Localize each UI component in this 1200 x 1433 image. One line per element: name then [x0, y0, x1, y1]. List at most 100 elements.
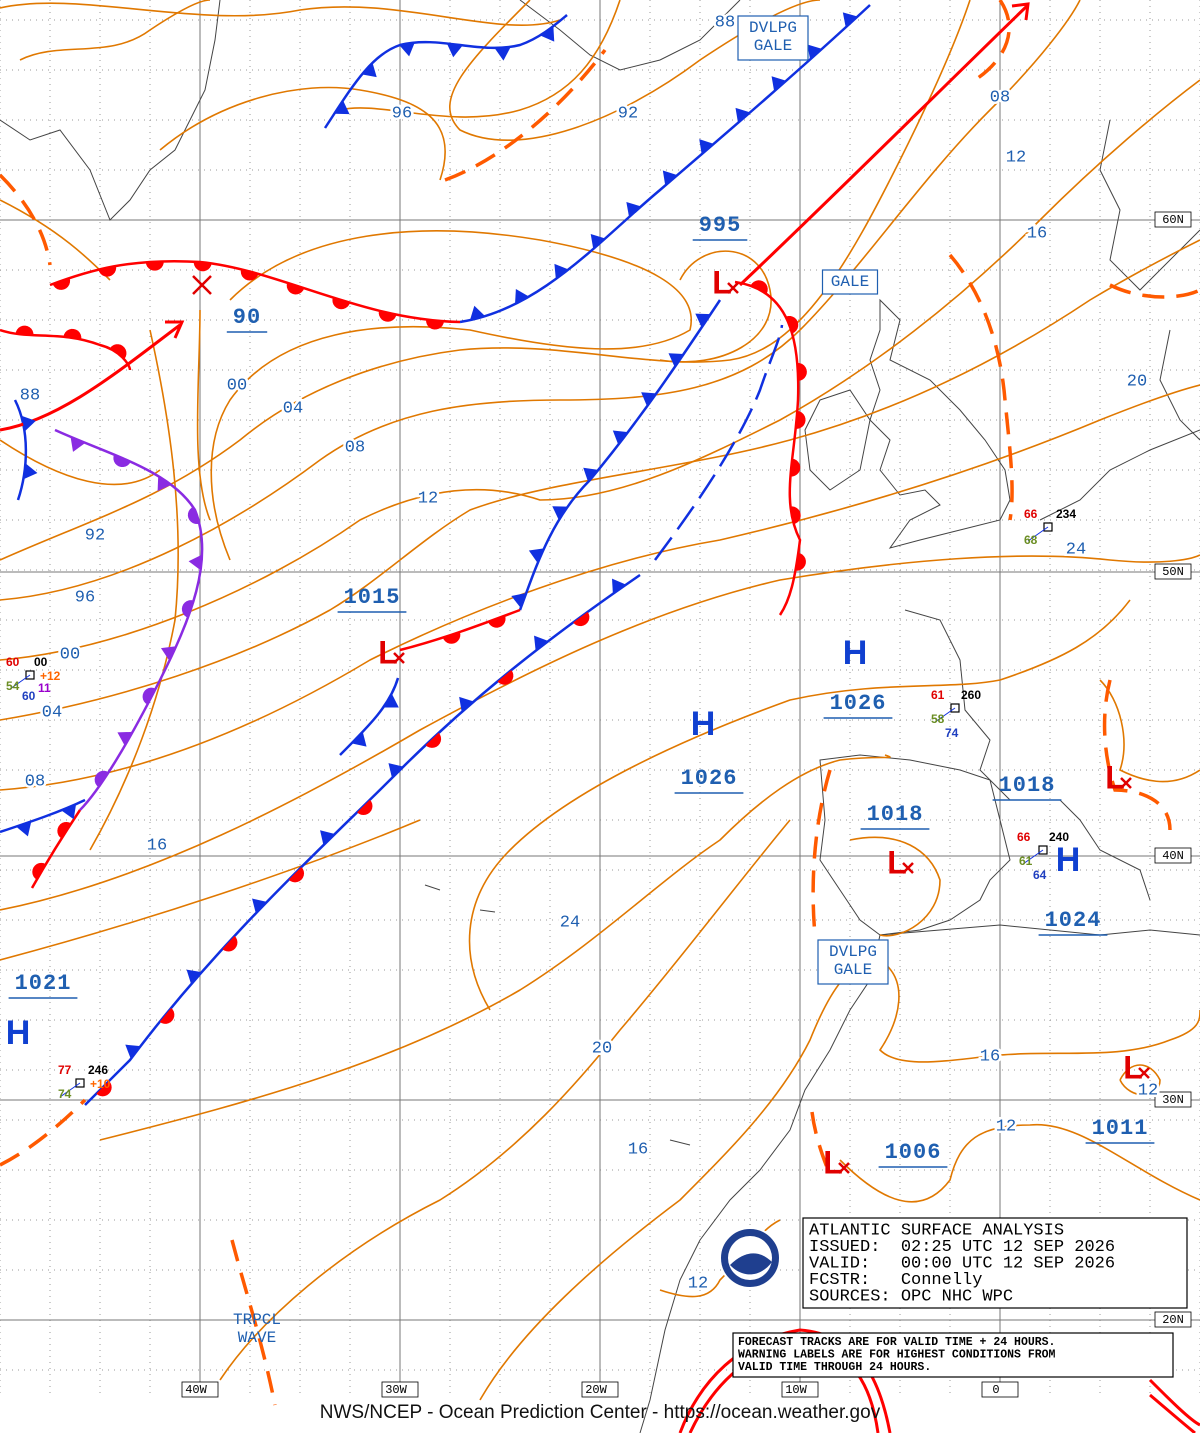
trough	[0, 173, 52, 266]
note-line: WARNING LABELS ARE FOR HIGHEST CONDITION…	[738, 1349, 1056, 1362]
station-value: 54	[6, 679, 20, 693]
front-semicircle	[795, 410, 806, 429]
isobar	[0, 239, 1200, 721]
title-line: SOURCES: OPC NHC WPC	[809, 1287, 1013, 1306]
trough	[974, 0, 1011, 82]
latitude-label: 60N	[1162, 213, 1184, 227]
front-semicircle	[32, 862, 46, 880]
front-triangle	[612, 578, 627, 594]
coastline	[879, 924, 1200, 936]
latitude-label: 50N	[1162, 565, 1184, 579]
warm-front	[49, 259, 461, 324]
front-semicircle	[52, 277, 71, 290]
front-triangle	[515, 289, 530, 305]
cold-front	[459, 4, 871, 324]
isobar-label: 08	[345, 438, 365, 457]
front-semicircle	[497, 670, 514, 685]
latitude-label: 20N	[1162, 1313, 1184, 1327]
grid-label-box	[581, 1381, 619, 1398]
front-triangle	[612, 430, 629, 445]
front-triangle	[842, 12, 858, 28]
grid-label-box	[1154, 1311, 1192, 1328]
isobar-label: 24	[1066, 540, 1086, 559]
isobar	[0, 79, 1200, 661]
front-triangle	[699, 139, 714, 155]
front-semicircle	[378, 310, 397, 322]
isobar	[849, 836, 941, 937]
front-triangle	[21, 415, 36, 432]
center-letter: H	[691, 705, 716, 743]
front-triangle	[469, 305, 486, 321]
front-semicircle	[181, 600, 194, 618]
title-line: FCSTR: Connelly	[809, 1271, 982, 1290]
wind-barb	[59, 1082, 81, 1098]
station-value: 77	[58, 1063, 72, 1077]
dissipating-front	[653, 324, 784, 561]
warm-front	[734, 280, 802, 616]
front-triangle	[157, 475, 172, 492]
isobar-label: 04	[283, 399, 303, 418]
front-triangle	[388, 763, 404, 778]
isobar-label: 00	[60, 645, 80, 664]
isobar-label: 16	[980, 1047, 1000, 1066]
isobar-label: 16	[628, 1140, 648, 1159]
tropical-outline	[1148, 1378, 1200, 1433]
station-value: 74	[945, 726, 959, 740]
front-triangle	[334, 100, 350, 115]
wind-barb	[1027, 526, 1049, 542]
station-value: 66	[1024, 507, 1038, 521]
trough	[810, 1111, 832, 1176]
center-pressure: 1026	[830, 691, 887, 716]
coastline	[639, 934, 881, 1433]
coastline	[0, 0, 221, 221]
station-value: 61	[931, 688, 945, 702]
front-semicircle	[110, 344, 127, 359]
coastline	[869, 298, 1011, 549]
front-triangle	[188, 554, 203, 571]
warning-label: TRPCL	[233, 1311, 281, 1329]
grid-label-box	[1154, 847, 1192, 864]
isobar	[1099, 679, 1200, 783]
isobar	[878, 959, 1200, 1063]
title-line: VALID: 00:00 UTC 12 SEP 2026	[809, 1254, 1115, 1273]
isobar	[468, 599, 1131, 1011]
isobar	[1119, 1064, 1161, 1096]
isobar	[339, 0, 621, 118]
front-triangle	[807, 44, 823, 60]
wind-barb	[1022, 849, 1044, 865]
cold-front	[339, 677, 400, 756]
front-semicircle	[57, 821, 72, 839]
front-semicircle	[425, 732, 442, 748]
cold-front	[323, 14, 568, 129]
front-triangle	[160, 646, 177, 661]
warning-label: GALE	[831, 273, 869, 291]
warning-box	[737, 15, 809, 61]
track-arrow	[165, 320, 185, 339]
warning-label: GALE	[834, 961, 872, 979]
center-pressure: 90	[233, 305, 261, 330]
title-box	[802, 1217, 1188, 1309]
front-semicircle	[332, 297, 350, 310]
center-pressure: 1006	[885, 1140, 942, 1165]
coastline	[519, 0, 741, 71]
isobar-label: 12	[1138, 1081, 1158, 1100]
isobar-label: 20	[592, 1039, 612, 1058]
isobar	[479, 959, 881, 1401]
front-semicircle	[442, 631, 461, 644]
front-triangle	[320, 830, 335, 846]
front-triangle	[16, 821, 32, 837]
front-triangle	[511, 592, 527, 608]
front-semicircle	[63, 328, 82, 340]
front-triangle	[399, 42, 415, 57]
warning-label: GALE	[754, 37, 792, 55]
station-value: 11	[38, 681, 51, 695]
front-semicircle	[286, 282, 305, 295]
title-line: ATLANTIC SURFACE ANALYSIS	[809, 1221, 1064, 1240]
footer: NWS/NCEP - Ocean Prediction Center - htt…	[320, 1402, 881, 1423]
front-triangle	[61, 804, 77, 820]
longitude-label: 10W	[785, 1383, 807, 1397]
isobars	[0, 0, 1200, 1401]
cold-front	[13, 399, 28, 501]
station-value: 58	[931, 712, 945, 726]
